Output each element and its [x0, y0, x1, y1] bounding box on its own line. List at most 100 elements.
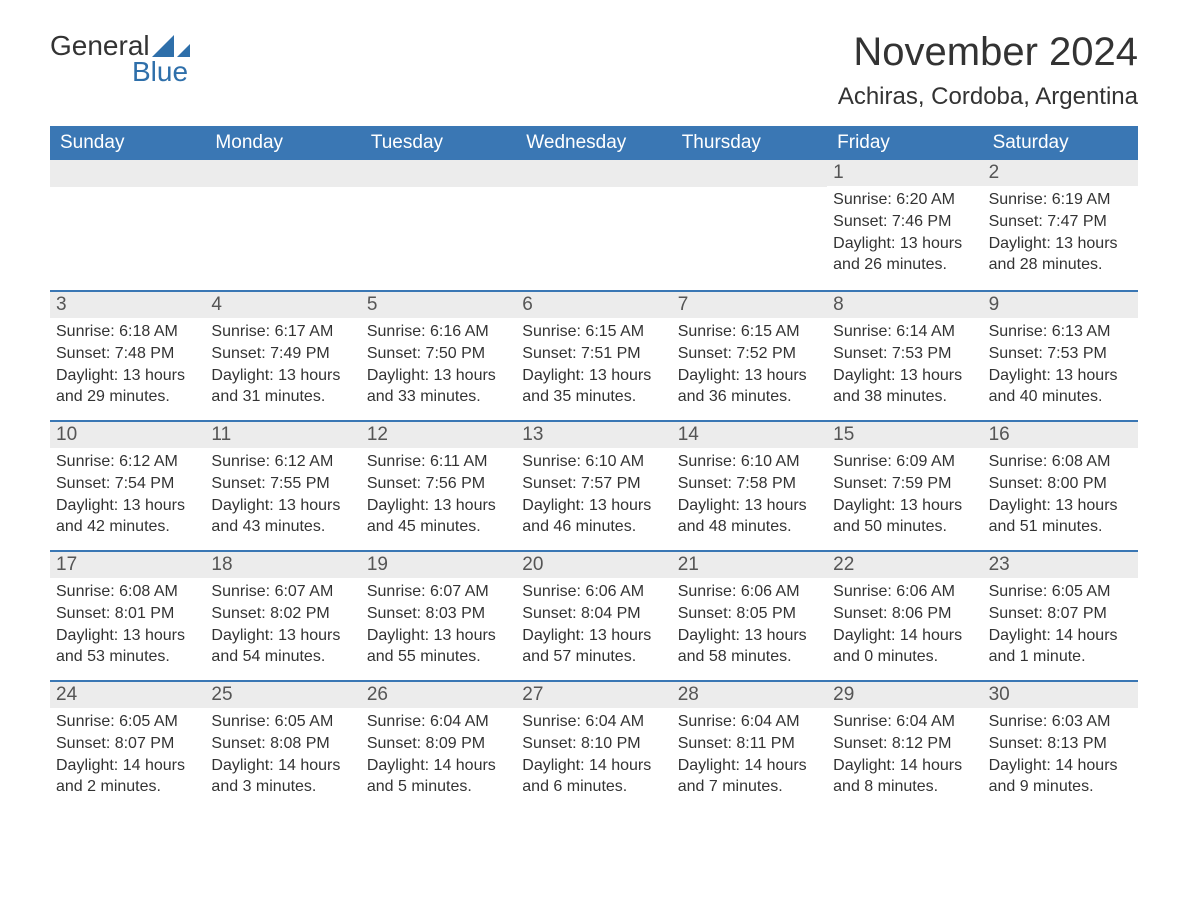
day-content: Sunrise: 6:06 AMSunset: 8:06 PMDaylight:… — [827, 578, 982, 677]
week-row: 1Sunrise: 6:20 AMSunset: 7:46 PMDaylight… — [50, 160, 1138, 290]
day-header-row: SundayMondayTuesdayWednesdayThursdayFrid… — [50, 126, 1138, 160]
daylight1-text: Daylight: 14 hours — [989, 626, 1132, 647]
day-cell: 29Sunrise: 6:04 AMSunset: 8:12 PMDayligh… — [827, 682, 982, 810]
sunrise-text: Sunrise: 6:06 AM — [678, 582, 821, 603]
sunrise-text: Sunrise: 6:13 AM — [989, 322, 1132, 343]
sunrise-text: Sunrise: 6:04 AM — [367, 712, 510, 733]
sunset-text: Sunset: 7:48 PM — [56, 344, 199, 365]
day-header-cell: Saturday — [983, 126, 1138, 160]
daylight1-text: Daylight: 13 hours — [367, 366, 510, 387]
sunset-text: Sunset: 8:08 PM — [211, 734, 354, 755]
daylight2-text: and 42 minutes. — [56, 517, 199, 538]
day-number: 5 — [361, 292, 516, 318]
day-cell: 24Sunrise: 6:05 AMSunset: 8:07 PMDayligh… — [50, 682, 205, 810]
day-content: Sunrise: 6:11 AMSunset: 7:56 PMDaylight:… — [361, 448, 516, 547]
day-number: 2 — [983, 160, 1138, 186]
day-cell — [50, 160, 205, 290]
daylight2-text: and 29 minutes. — [56, 387, 199, 408]
sunrise-text: Sunrise: 6:06 AM — [522, 582, 665, 603]
day-cell: 2Sunrise: 6:19 AMSunset: 7:47 PMDaylight… — [983, 160, 1138, 290]
daylight2-text: and 55 minutes. — [367, 647, 510, 668]
daylight1-text: Daylight: 13 hours — [56, 366, 199, 387]
sunrise-text: Sunrise: 6:04 AM — [833, 712, 976, 733]
day-cell: 6Sunrise: 6:15 AMSunset: 7:51 PMDaylight… — [516, 292, 671, 420]
day-content: Sunrise: 6:04 AMSunset: 8:12 PMDaylight:… — [827, 708, 982, 807]
day-number: 21 — [672, 552, 827, 578]
day-number: 7 — [672, 292, 827, 318]
day-cell — [361, 160, 516, 290]
day-number: 16 — [983, 422, 1138, 448]
daylight1-text: Daylight: 14 hours — [833, 756, 976, 777]
sunset-text: Sunset: 8:10 PM — [522, 734, 665, 755]
daylight1-text: Daylight: 14 hours — [522, 756, 665, 777]
day-cell: 14Sunrise: 6:10 AMSunset: 7:58 PMDayligh… — [672, 422, 827, 550]
day-cell: 1Sunrise: 6:20 AMSunset: 7:46 PMDaylight… — [827, 160, 982, 290]
logo: General Blue — [50, 30, 190, 88]
sunset-text: Sunset: 8:11 PM — [678, 734, 821, 755]
day-number: 11 — [205, 422, 360, 448]
sunrise-text: Sunrise: 6:06 AM — [833, 582, 976, 603]
day-cell: 12Sunrise: 6:11 AMSunset: 7:56 PMDayligh… — [361, 422, 516, 550]
day-content: Sunrise: 6:13 AMSunset: 7:53 PMDaylight:… — [983, 318, 1138, 417]
day-cell: 28Sunrise: 6:04 AMSunset: 8:11 PMDayligh… — [672, 682, 827, 810]
sunset-text: Sunset: 7:55 PM — [211, 474, 354, 495]
day-header-cell: Monday — [205, 126, 360, 160]
day-cell: 3Sunrise: 6:18 AMSunset: 7:48 PMDaylight… — [50, 292, 205, 420]
day-cell: 4Sunrise: 6:17 AMSunset: 7:49 PMDaylight… — [205, 292, 360, 420]
day-number: 28 — [672, 682, 827, 708]
daylight1-text: Daylight: 14 hours — [56, 756, 199, 777]
day-content: Sunrise: 6:05 AMSunset: 8:07 PMDaylight:… — [50, 708, 205, 807]
daylight2-text: and 28 minutes. — [989, 255, 1132, 276]
daylight1-text: Daylight: 13 hours — [678, 626, 821, 647]
day-header-cell: Tuesday — [361, 126, 516, 160]
day-cell: 16Sunrise: 6:08 AMSunset: 8:00 PMDayligh… — [983, 422, 1138, 550]
day-header-cell: Thursday — [672, 126, 827, 160]
week-row: 3Sunrise: 6:18 AMSunset: 7:48 PMDaylight… — [50, 290, 1138, 420]
day-cell: 21Sunrise: 6:06 AMSunset: 8:05 PMDayligh… — [672, 552, 827, 680]
day-header-cell: Sunday — [50, 126, 205, 160]
sunrise-text: Sunrise: 6:12 AM — [56, 452, 199, 473]
day-cell: 11Sunrise: 6:12 AMSunset: 7:55 PMDayligh… — [205, 422, 360, 550]
day-cell: 19Sunrise: 6:07 AMSunset: 8:03 PMDayligh… — [361, 552, 516, 680]
day-number: 18 — [205, 552, 360, 578]
day-content: Sunrise: 6:06 AMSunset: 8:04 PMDaylight:… — [516, 578, 671, 677]
daylight2-text: and 1 minute. — [989, 647, 1132, 668]
day-content: Sunrise: 6:03 AMSunset: 8:13 PMDaylight:… — [983, 708, 1138, 807]
day-cell: 18Sunrise: 6:07 AMSunset: 8:02 PMDayligh… — [205, 552, 360, 680]
day-cell — [672, 160, 827, 290]
sunrise-text: Sunrise: 6:15 AM — [522, 322, 665, 343]
day-cell: 9Sunrise: 6:13 AMSunset: 7:53 PMDaylight… — [983, 292, 1138, 420]
day-cell — [516, 160, 671, 290]
daylight1-text: Daylight: 13 hours — [211, 366, 354, 387]
daylight1-text: Daylight: 14 hours — [989, 756, 1132, 777]
day-number: 8 — [827, 292, 982, 318]
daylight1-text: Daylight: 14 hours — [833, 626, 976, 647]
day-content: Sunrise: 6:15 AMSunset: 7:51 PMDaylight:… — [516, 318, 671, 417]
sunset-text: Sunset: 7:53 PM — [833, 344, 976, 365]
day-content: Sunrise: 6:09 AMSunset: 7:59 PMDaylight:… — [827, 448, 982, 547]
day-number: 3 — [50, 292, 205, 318]
daylight1-text: Daylight: 13 hours — [56, 626, 199, 647]
day-number: 24 — [50, 682, 205, 708]
daylight1-text: Daylight: 14 hours — [678, 756, 821, 777]
week-row: 24Sunrise: 6:05 AMSunset: 8:07 PMDayligh… — [50, 680, 1138, 810]
daylight1-text: Daylight: 13 hours — [211, 496, 354, 517]
day-cell: 20Sunrise: 6:06 AMSunset: 8:04 PMDayligh… — [516, 552, 671, 680]
sunrise-text: Sunrise: 6:07 AM — [211, 582, 354, 603]
week-row: 10Sunrise: 6:12 AMSunset: 7:54 PMDayligh… — [50, 420, 1138, 550]
sunset-text: Sunset: 7:52 PM — [678, 344, 821, 365]
day-cell: 5Sunrise: 6:16 AMSunset: 7:50 PMDaylight… — [361, 292, 516, 420]
daylight1-text: Daylight: 13 hours — [989, 366, 1132, 387]
sunrise-text: Sunrise: 6:08 AM — [989, 452, 1132, 473]
sunset-text: Sunset: 7:47 PM — [989, 212, 1132, 233]
daylight2-text: and 9 minutes. — [989, 777, 1132, 798]
sunset-text: Sunset: 8:06 PM — [833, 604, 976, 625]
daylight2-text: and 33 minutes. — [367, 387, 510, 408]
day-number: 25 — [205, 682, 360, 708]
day-number: 12 — [361, 422, 516, 448]
day-cell: 10Sunrise: 6:12 AMSunset: 7:54 PMDayligh… — [50, 422, 205, 550]
sunset-text: Sunset: 7:50 PM — [367, 344, 510, 365]
sunset-text: Sunset: 8:07 PM — [989, 604, 1132, 625]
logo-sail-icon — [152, 35, 190, 57]
title-block: November 2024 Achiras, Cordoba, Argentin… — [838, 30, 1138, 111]
